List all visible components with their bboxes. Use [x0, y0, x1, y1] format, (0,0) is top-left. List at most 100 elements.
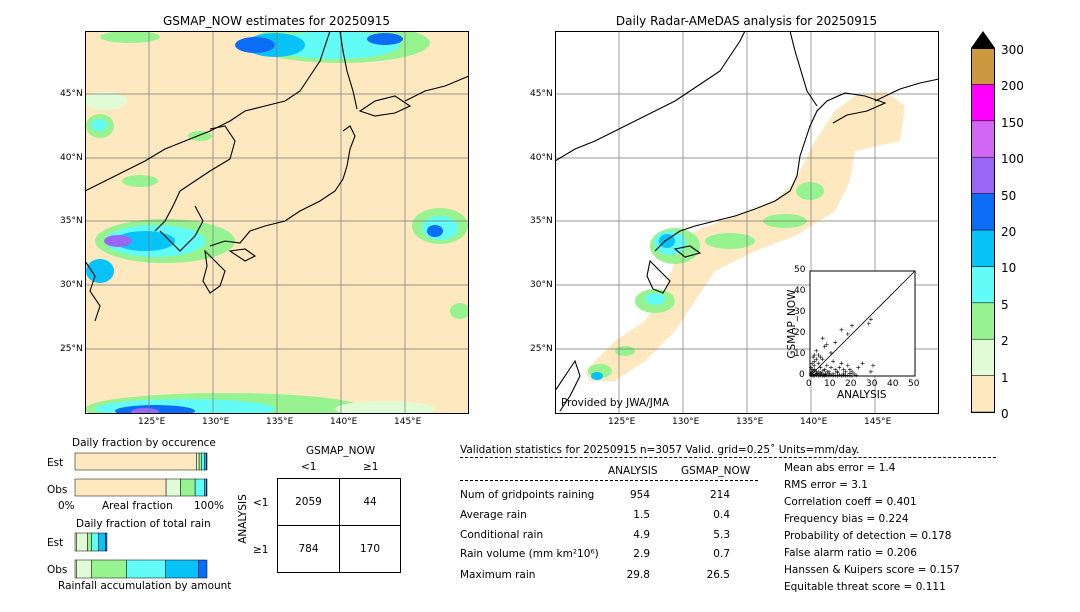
validation-header-rule: [460, 457, 996, 458]
inset-scatter-panel: [808, 270, 916, 378]
inset-ytick: 30: [794, 307, 806, 317]
occurrence-xtick-100: 100%: [194, 500, 225, 512]
score-frequency-bias: Frequency bias = 0.224: [784, 513, 909, 525]
colorbar-label-150: 150: [1001, 116, 1024, 130]
right-lat-35: 35°N: [530, 216, 553, 226]
scatter-point: [810, 370, 815, 375]
occurrence-est-segment: [206, 452, 208, 471]
colorbar-label-2: 2: [1001, 334, 1009, 348]
scatter-point: [871, 363, 875, 368]
scatter-point: [837, 365, 842, 370]
inset-ytick: 50: [794, 265, 806, 275]
scatter-point: [847, 371, 852, 376]
occurrence-obs-segment: [204, 478, 207, 497]
scatter-point: [812, 359, 817, 364]
left-lat-45: 45°N: [60, 89, 83, 99]
score-far: False alarm ratio = 0.206: [784, 547, 917, 559]
contingency-col-ge1: ≥1: [363, 461, 379, 473]
scatter-point: [831, 359, 836, 364]
scatter-point: [839, 373, 844, 378]
rain-fraction-obs-segment: [76, 559, 92, 579]
left-lon-130: 130°E: [202, 417, 230, 427]
occurrence-est-segment: [74, 452, 197, 471]
score-rms: RMS error = 3.1: [784, 479, 868, 491]
contingency-top-label: GSMAP_NOW: [306, 445, 376, 457]
right-lon-145: 145°E: [864, 417, 892, 427]
validation-col-gsmap: GSMAP_NOW: [681, 465, 751, 477]
score-mae: Mean abs error = 1.4: [784, 462, 896, 474]
rain-fraction-xlabel: Rainfall accumulation by amount: [58, 580, 232, 592]
rain-fraction-title: Daily fraction of total rain: [76, 518, 211, 530]
scatter-point: [818, 365, 823, 370]
scatter-point: [824, 342, 829, 347]
inset-xtick: 20: [845, 379, 857, 389]
stat-analysis: 954: [629, 489, 650, 501]
scatter-point: [826, 373, 831, 378]
radar-credit: Provided by JWA/JMA: [561, 397, 670, 409]
left-lat-25: 25°N: [60, 344, 83, 354]
right-lon-140: 140°E: [800, 417, 828, 427]
right-lon-135: 135°E: [736, 417, 764, 427]
scatter-point: [825, 369, 830, 374]
scatter-point: [816, 369, 821, 374]
colorbar: [971, 31, 995, 413]
left-lon-140: 140°E: [330, 417, 358, 427]
scatter-point: [829, 365, 833, 370]
stat-label: Num of gridpoints raining: [460, 489, 595, 501]
score-hk: Hanssen & Kuipers score = 0.157: [784, 564, 960, 576]
colorbar-segments: [971, 47, 995, 413]
colorbar-label-0: 0: [1001, 407, 1009, 421]
inset-xlabel: ANALYSIS: [837, 389, 887, 401]
contingency-cell-b: 44: [363, 496, 377, 508]
scatter-point: [843, 369, 848, 374]
scatter-point: [856, 365, 861, 370]
left-lat-35: 35°N: [60, 216, 83, 226]
colorbar-segment: [971, 120, 995, 158]
rain-fraction-obs-segment: [91, 559, 127, 579]
left-lon-125: 125°E: [138, 417, 166, 427]
occurrence-title: Daily fraction by occurence: [72, 437, 216, 449]
stat-label: Conditional rain: [460, 529, 544, 541]
right-lat-30: 30°N: [530, 280, 553, 290]
rain-fraction-bars: [74, 532, 208, 579]
occurrence-bars: [74, 452, 208, 497]
rain-fraction-obs-segment: [126, 559, 166, 579]
validation-col-rule: [460, 480, 758, 481]
occurrence-obs-segment: [165, 478, 181, 497]
scatter-point: [839, 327, 844, 332]
stat-analysis: 29.8: [626, 569, 650, 581]
scatter-point: [822, 344, 827, 349]
colorbar-label-20: 20: [1001, 225, 1017, 239]
scatter-point: [812, 353, 817, 357]
stat-analysis: 4.9: [633, 529, 650, 541]
right-lon-125: 125°E: [608, 417, 636, 427]
colorbar-label-100: 100: [1001, 152, 1024, 166]
stat-label: Maximum rain: [460, 569, 536, 581]
scatter-point: [827, 371, 832, 376]
stat-gsmap: 26.5: [706, 569, 730, 581]
scatter-point: [816, 353, 821, 357]
scatter-point: [814, 348, 819, 353]
contingency-cell-c: 784: [298, 543, 319, 555]
inset-xtick: 0: [806, 379, 812, 389]
scatter-point: [833, 340, 838, 345]
colorbar-label-10: 10: [1001, 261, 1017, 275]
scatter-point: [818, 370, 823, 375]
left-lon-145: 145°E: [394, 417, 422, 427]
stat-gsmap: 5.3: [713, 529, 730, 541]
scatter-point: [814, 371, 819, 376]
colorbar-segment: [971, 229, 995, 267]
scatter-point: [812, 363, 817, 368]
right-map: [555, 31, 939, 414]
right-rain-field: [585, 91, 905, 381]
occurrence-obs-segment: [180, 478, 196, 497]
scatter-point: [852, 371, 857, 376]
colorbar-segment: [971, 84, 995, 122]
scatter-point: [839, 361, 844, 366]
validation-col-analysis: ANALYSIS: [608, 465, 658, 477]
scatter-point: [854, 373, 859, 378]
stat-gsmap: 214: [709, 489, 730, 501]
stat-gsmap: 0.4: [713, 509, 730, 521]
scatter-point: [818, 355, 823, 360]
scatter-point: [847, 367, 852, 372]
